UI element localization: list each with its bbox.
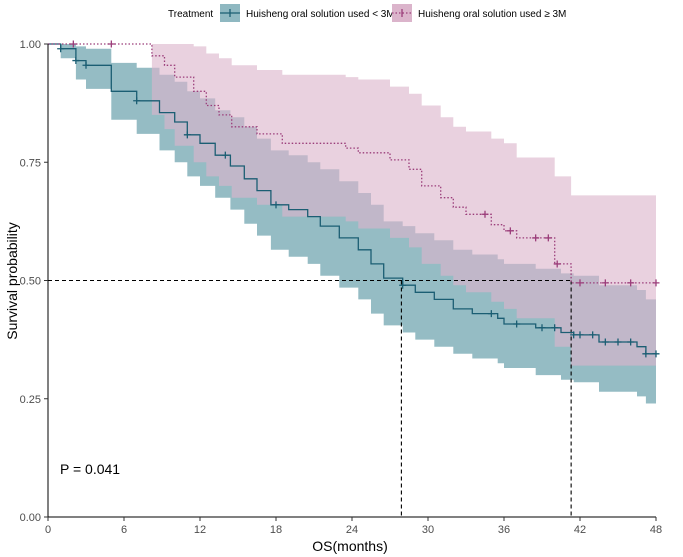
y-tick-label-4: 0.75 — [20, 157, 41, 169]
legend-key-1 — [220, 4, 240, 22]
censor-mark-1-11 — [538, 324, 546, 332]
censor-mark-1-9 — [487, 310, 495, 318]
ci-band-2 — [48, 44, 656, 366]
censor-mark-2-8 — [576, 279, 584, 287]
censor-mark-1-3 — [82, 61, 90, 69]
censor-mark-1-10 — [513, 320, 521, 328]
censor-mark-1-1 — [57, 45, 65, 53]
x-tick-label-1: 0 — [45, 524, 51, 536]
censor-mark-2-7 — [553, 260, 561, 268]
censor-mark-2-11 — [652, 279, 660, 287]
censor-mark-1-5 — [183, 131, 191, 139]
x-axis-title: OS(months) — [312, 538, 387, 554]
censor-mark-2-6 — [544, 234, 552, 242]
survival-curve-1 — [48, 43, 656, 355]
y-axis-title: Survival probability — [4, 222, 20, 340]
legend-label-1: Huisheng oral solution used < 3M — [246, 9, 395, 20]
x-tick-label-4: 18 — [270, 524, 282, 536]
legend-title: Treatment — [168, 9, 213, 20]
censor-mark-2-5 — [532, 234, 540, 242]
x-tick-label-2: 6 — [121, 524, 127, 536]
censor-mark-2-4 — [506, 227, 514, 235]
censor-mark-1-4 — [133, 97, 141, 105]
legend-key-2 — [392, 4, 412, 22]
censor-mark-1-15 — [589, 331, 597, 339]
censor-mark-2-1 — [69, 40, 77, 48]
censor-mark-1-18 — [627, 338, 635, 346]
censor-mark-1-17 — [614, 338, 622, 346]
censor-mark-2-3 — [481, 210, 489, 218]
x-tick-label-5: 24 — [346, 524, 358, 536]
censor-mark-1-8 — [399, 281, 407, 289]
survival-curve-2 — [48, 43, 656, 284]
censor-mark-2-9 — [601, 279, 609, 287]
censor-mark-1-13 — [570, 331, 578, 339]
censor-mark-1-14 — [576, 331, 584, 339]
y-tick-label-1: 0.00 — [20, 512, 41, 524]
censor-mark-1-7 — [272, 201, 280, 209]
censor-mark-2-10 — [627, 279, 635, 287]
x-tick-label-9: 48 — [650, 524, 662, 536]
x-tick-label-7: 36 — [498, 524, 510, 536]
y-tick-label-5: 1.00 — [20, 39, 41, 51]
p-value: P = 0.041 — [60, 461, 120, 477]
x-tick-label-6: 30 — [422, 524, 434, 536]
censor-mark-1-16 — [601, 338, 609, 346]
censor-mark-1-12 — [551, 324, 559, 332]
censor-mark-1-6 — [221, 151, 229, 159]
censor-mark-1-19 — [642, 350, 650, 358]
legend-label-2: Huisheng oral solution used ≥ 3M — [418, 9, 566, 20]
x-tick-label-8: 42 — [574, 524, 586, 536]
censor-mark-1-20 — [652, 350, 660, 358]
x-tick-label-3: 12 — [194, 524, 206, 536]
y-tick-label-3: 0.50 — [20, 276, 41, 288]
y-tick-label-2: 0.25 — [20, 394, 41, 406]
plot-area: 0.00 0.25 0.50 0.75 1.00 0 6 12 18 24 30 36 42 48 — [20, 39, 663, 536]
censor-mark-2-2 — [107, 40, 115, 48]
censor-mark-1-2 — [72, 57, 80, 65]
legend: Treatment Huisheng oral solution used < … — [168, 4, 566, 22]
